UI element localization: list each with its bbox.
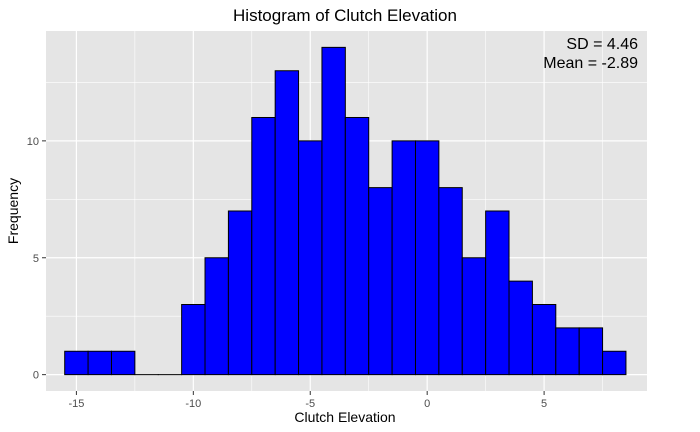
y-tick-label: 10 bbox=[27, 136, 39, 148]
histogram-bar bbox=[485, 210, 510, 376]
histogram-bar bbox=[578, 327, 604, 376]
y-tick-label: 0 bbox=[33, 370, 39, 382]
mean-annotation: Mean = -2.89 bbox=[543, 55, 638, 72]
x-tick-label: 0 bbox=[424, 398, 430, 410]
histogram-bar bbox=[438, 187, 463, 376]
x-axis-title: Clutch Elevation bbox=[294, 409, 395, 425]
sd-annotation: SD = 4.46 bbox=[566, 36, 638, 53]
x-tick-label: 5 bbox=[541, 398, 547, 410]
histogram-bar bbox=[110, 350, 136, 376]
histogram-bar bbox=[555, 327, 580, 376]
histogram-bar bbox=[227, 210, 253, 376]
histogram-bar bbox=[391, 140, 416, 376]
histogram-bar bbox=[344, 116, 370, 376]
x-axis: -15 -10 -5 0 5 bbox=[68, 391, 547, 410]
histogram-bar bbox=[602, 350, 627, 376]
histogram-bar bbox=[414, 140, 440, 376]
histogram-bar bbox=[64, 350, 89, 376]
y-axis-title: Frequency bbox=[5, 178, 21, 244]
y-axis: 0 5 10 bbox=[27, 136, 46, 382]
histogram-bar bbox=[251, 116, 276, 376]
histogram-bar bbox=[368, 187, 393, 376]
y-tick-label: 5 bbox=[33, 253, 39, 265]
plot-panel bbox=[46, 31, 647, 391]
histogram-bar bbox=[181, 304, 206, 376]
histogram-bar bbox=[298, 140, 323, 376]
histogram-bar bbox=[87, 350, 112, 376]
histogram-bar bbox=[461, 257, 487, 376]
chart-title: Histogram of Clutch Elevation bbox=[233, 6, 457, 25]
x-tick-label: -15 bbox=[68, 398, 84, 410]
histogram-bar bbox=[321, 46, 346, 376]
histogram-bar bbox=[508, 280, 533, 376]
histogram-bar bbox=[531, 304, 557, 376]
x-tick-label: -10 bbox=[185, 398, 201, 410]
histogram-bar bbox=[204, 257, 229, 376]
x-tick-label: -5 bbox=[305, 398, 315, 410]
histogram-bar bbox=[274, 70, 300, 376]
